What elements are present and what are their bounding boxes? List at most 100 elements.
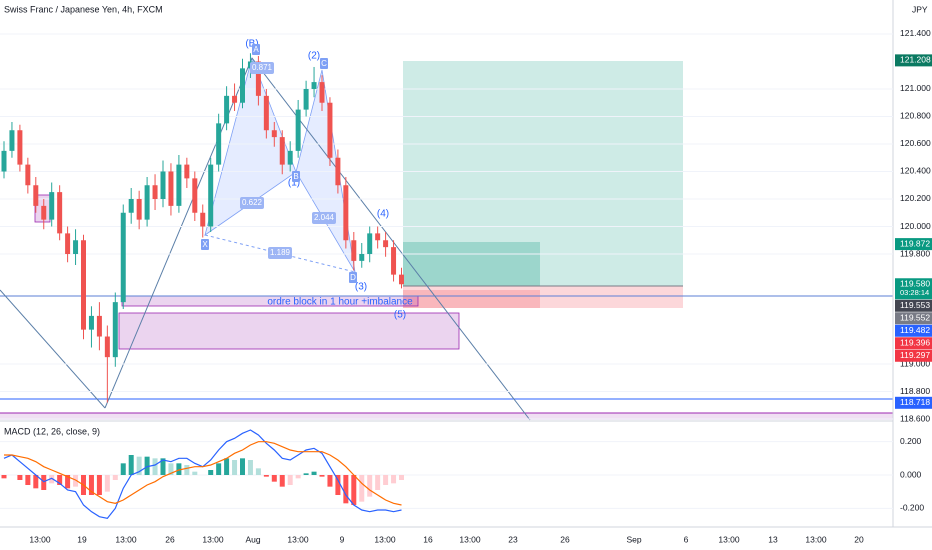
histogram-bar — [375, 475, 381, 490]
histogram-bar — [263, 475, 269, 477]
candle-body — [319, 82, 325, 103]
x-tick-label: 13:00 — [805, 534, 827, 544]
x-tick-label: 20 — [854, 534, 864, 544]
x-tick-label: 19 — [77, 534, 87, 544]
histogram-bar — [367, 475, 373, 497]
histogram-bar — [144, 456, 150, 475]
price-badge-label: 119.553 — [900, 300, 930, 310]
histogram-bar — [335, 475, 341, 495]
price-badge-label: 118.718 — [900, 397, 930, 407]
pattern-point-box — [320, 58, 328, 69]
macd-title: MACD (12, 26, close, 9) — [4, 426, 100, 436]
stop-zone-inner — [403, 290, 540, 308]
candle-body — [208, 164, 214, 227]
candle-body — [184, 164, 190, 179]
signal-line — [4, 441, 402, 506]
macd-line — [3, 429, 402, 519]
y-tick-label: 120.400 — [900, 166, 931, 176]
candle-body — [128, 198, 134, 213]
histogram-bar — [33, 475, 39, 489]
histogram-bar — [168, 463, 174, 475]
price-badge-label: 119.297 — [900, 350, 930, 360]
histogram-bar — [279, 475, 285, 487]
candle-body — [279, 137, 285, 165]
pattern-ratio: 0.871 — [252, 63, 273, 72]
x-tick-label: 16 — [423, 534, 433, 544]
histogram-bar — [255, 468, 261, 475]
histogram-bar — [208, 470, 214, 475]
y-tick-label: 120.200 — [900, 193, 931, 203]
y-tick-label: -0.200 — [900, 503, 924, 513]
price-badge-label: 121.208 — [900, 55, 931, 65]
histogram-bar — [128, 455, 134, 475]
y-tick-label: 121.400 — [900, 28, 931, 38]
zone-strip — [0, 413, 893, 420]
y-tick-label: 120.600 — [900, 138, 931, 148]
histogram-bar — [287, 475, 293, 485]
y-tick-label: 118.600 — [900, 413, 930, 423]
x-tick-label: Aug — [245, 534, 260, 544]
histogram-bar — [184, 465, 190, 475]
pattern-leg — [204, 234, 356, 273]
price-badge-label: 119.872 — [900, 238, 930, 248]
histogram-bar — [303, 473, 309, 475]
candle-body — [33, 185, 39, 206]
candle-body — [57, 192, 63, 234]
price-badge — [895, 349, 932, 362]
y-tick-label: 120.000 — [900, 221, 931, 231]
x-tick-label: 13:00 — [459, 534, 481, 544]
candle-body — [391, 247, 397, 275]
candle-body — [224, 95, 230, 124]
price-badge — [895, 238, 932, 251]
candle-body — [240, 68, 245, 103]
candle-body — [1, 150, 7, 172]
y-tick-label: 0.200 — [900, 436, 922, 446]
histogram-bar — [271, 475, 277, 482]
pattern-point-box — [349, 272, 357, 283]
histogram-bar — [351, 475, 357, 505]
histogram-bar — [152, 458, 158, 475]
candle-body — [399, 274, 404, 285]
histogram-bar — [192, 471, 198, 475]
candle-body — [17, 130, 23, 165]
y-tick-label: 0.000 — [900, 469, 922, 479]
candle-body — [343, 185, 349, 241]
histogram-bar — [383, 475, 389, 485]
stop-zone — [403, 286, 683, 308]
candle-body — [104, 336, 110, 358]
candle-body — [327, 102, 333, 158]
price-badge-label: 119.482 — [900, 325, 930, 335]
histogram-bar — [65, 475, 71, 489]
histogram-bar — [343, 475, 349, 504]
x-tick-label: 13:00 — [374, 534, 396, 544]
candle-body — [160, 171, 166, 199]
order-block — [118, 312, 460, 350]
pattern-point: D — [350, 273, 356, 282]
candle-body — [287, 150, 293, 165]
histogram-bar — [17, 475, 23, 480]
wave-label: (1) — [288, 178, 300, 189]
x-tick-label: Sep — [626, 534, 641, 544]
pattern-ratio: 1.189 — [270, 248, 291, 257]
histogram-bar — [73, 475, 79, 487]
price-badge — [895, 278, 932, 300]
price-badge-label: 119.552 — [900, 313, 930, 323]
x-tick-label: 23 — [508, 534, 518, 544]
candle-body — [96, 315, 102, 337]
price-badge — [895, 299, 932, 312]
candle-body — [200, 212, 206, 227]
histogram-bar — [216, 463, 222, 475]
histogram-bar — [240, 458, 245, 475]
histogram-bar — [224, 458, 230, 475]
pattern-ratio-box — [240, 197, 264, 209]
histogram-bar — [112, 475, 118, 480]
histogram-bar — [399, 475, 404, 480]
candle-body — [73, 240, 79, 255]
candle-body — [303, 88, 309, 110]
candle-body — [216, 123, 222, 165]
price-badge-label: 119.580 — [900, 279, 930, 289]
x-tick-label: 26 — [560, 534, 570, 544]
candle-body — [41, 205, 47, 220]
pattern-point-box — [252, 44, 260, 55]
